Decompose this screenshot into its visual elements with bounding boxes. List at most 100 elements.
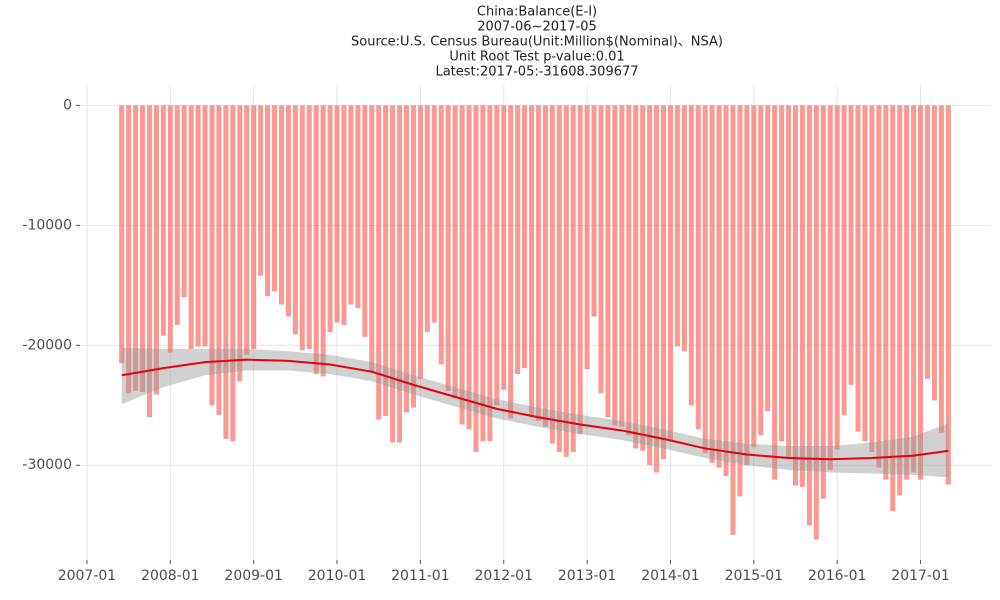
bar bbox=[431, 105, 437, 323]
x-tick-label: 2010-01 bbox=[308, 568, 367, 584]
y-tick-label: 0 bbox=[63, 97, 72, 113]
x-tick-label: 2011-01 bbox=[391, 568, 450, 584]
bar bbox=[244, 105, 250, 355]
bar bbox=[174, 105, 180, 325]
bar bbox=[362, 105, 368, 337]
bar bbox=[876, 105, 882, 468]
bar bbox=[376, 105, 382, 420]
bar bbox=[272, 105, 278, 292]
bar bbox=[938, 105, 944, 433]
bar bbox=[584, 105, 590, 370]
bar bbox=[674, 105, 680, 347]
bar bbox=[473, 105, 479, 453]
bar bbox=[549, 105, 555, 444]
x-tick-label: 2014-01 bbox=[641, 568, 700, 584]
bar bbox=[216, 105, 222, 415]
bar bbox=[285, 105, 291, 317]
confidence-band bbox=[121, 347, 949, 478]
bar bbox=[786, 105, 792, 459]
bar bbox=[480, 105, 486, 442]
bar bbox=[834, 105, 840, 450]
bar bbox=[799, 105, 805, 487]
bar bbox=[647, 105, 653, 466]
x-tick-label: 2015-01 bbox=[725, 568, 784, 584]
bar bbox=[813, 105, 819, 540]
bar bbox=[681, 105, 687, 352]
bar bbox=[598, 105, 604, 394]
bar bbox=[355, 105, 361, 309]
bar bbox=[730, 105, 736, 535]
bar bbox=[792, 105, 798, 486]
bar bbox=[508, 105, 514, 419]
bar bbox=[140, 105, 146, 393]
bar bbox=[410, 105, 416, 408]
bar bbox=[341, 105, 347, 325]
bar bbox=[390, 105, 396, 443]
bar bbox=[153, 105, 159, 395]
bar bbox=[612, 105, 618, 426]
bar bbox=[667, 105, 673, 442]
bar bbox=[202, 105, 208, 347]
bar bbox=[146, 105, 152, 418]
bar bbox=[924, 105, 930, 379]
bar bbox=[278, 105, 284, 305]
bar bbox=[806, 105, 812, 526]
bar bbox=[126, 105, 132, 394]
bar bbox=[251, 105, 257, 349]
bar bbox=[397, 105, 403, 443]
bar bbox=[383, 105, 389, 417]
bar bbox=[827, 105, 833, 471]
bar bbox=[570, 105, 576, 453]
bar bbox=[772, 105, 778, 480]
bar bbox=[765, 105, 771, 412]
bar bbox=[119, 105, 125, 364]
bar bbox=[334, 105, 340, 323]
source-note: Source:U.S. Census Bureau(Unit:Million$(… bbox=[351, 35, 723, 50]
bar bbox=[855, 105, 861, 432]
x-tick-label: 2008-01 bbox=[141, 568, 200, 584]
bar bbox=[633, 105, 639, 449]
x-tick-label: 2009-01 bbox=[224, 568, 283, 584]
bar bbox=[188, 105, 194, 349]
bar bbox=[709, 105, 715, 463]
bar bbox=[299, 105, 305, 351]
bar bbox=[292, 105, 298, 335]
bar bbox=[515, 105, 521, 375]
bar bbox=[542, 105, 548, 427]
bar bbox=[591, 105, 597, 317]
bar bbox=[577, 105, 583, 435]
x-tick-label: 2013-01 bbox=[558, 568, 617, 584]
bar bbox=[869, 105, 875, 453]
bar bbox=[459, 105, 465, 425]
bar bbox=[522, 105, 528, 369]
x-tick-label: 2016-01 bbox=[808, 568, 867, 584]
bar bbox=[841, 105, 847, 415]
bar bbox=[931, 105, 937, 401]
bar bbox=[890, 105, 896, 511]
test-note: Unit Root Test p-value:0.01 bbox=[449, 50, 624, 65]
bar bbox=[313, 105, 319, 375]
bar bbox=[744, 105, 750, 466]
y-tick-label: -30000 bbox=[22, 457, 72, 473]
y-tick-label: -20000 bbox=[22, 337, 72, 353]
bar bbox=[445, 105, 451, 391]
bar bbox=[230, 105, 236, 442]
bar bbox=[723, 105, 729, 477]
bar bbox=[452, 105, 458, 399]
x-tick-label: 2007-01 bbox=[58, 568, 117, 584]
bar bbox=[883, 105, 889, 480]
y-tick-label: -10000 bbox=[22, 217, 72, 233]
bar bbox=[862, 105, 868, 442]
bar bbox=[466, 105, 472, 430]
bar bbox=[751, 105, 757, 448]
bar bbox=[348, 105, 354, 305]
bar bbox=[695, 105, 701, 430]
bar bbox=[237, 105, 243, 382]
bar bbox=[911, 105, 917, 473]
bar bbox=[195, 105, 201, 347]
bar bbox=[556, 105, 562, 453]
bar bbox=[529, 105, 535, 418]
bar bbox=[133, 105, 139, 391]
x-tick-label: 2012-01 bbox=[474, 568, 533, 584]
